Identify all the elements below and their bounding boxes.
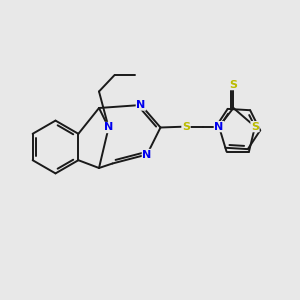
Text: N: N — [136, 100, 146, 110]
Text: N: N — [142, 149, 152, 160]
Text: N: N — [104, 122, 113, 133]
Text: N: N — [214, 122, 224, 132]
Text: S: S — [230, 80, 237, 90]
Text: S: S — [251, 122, 259, 132]
Text: S: S — [182, 122, 190, 132]
